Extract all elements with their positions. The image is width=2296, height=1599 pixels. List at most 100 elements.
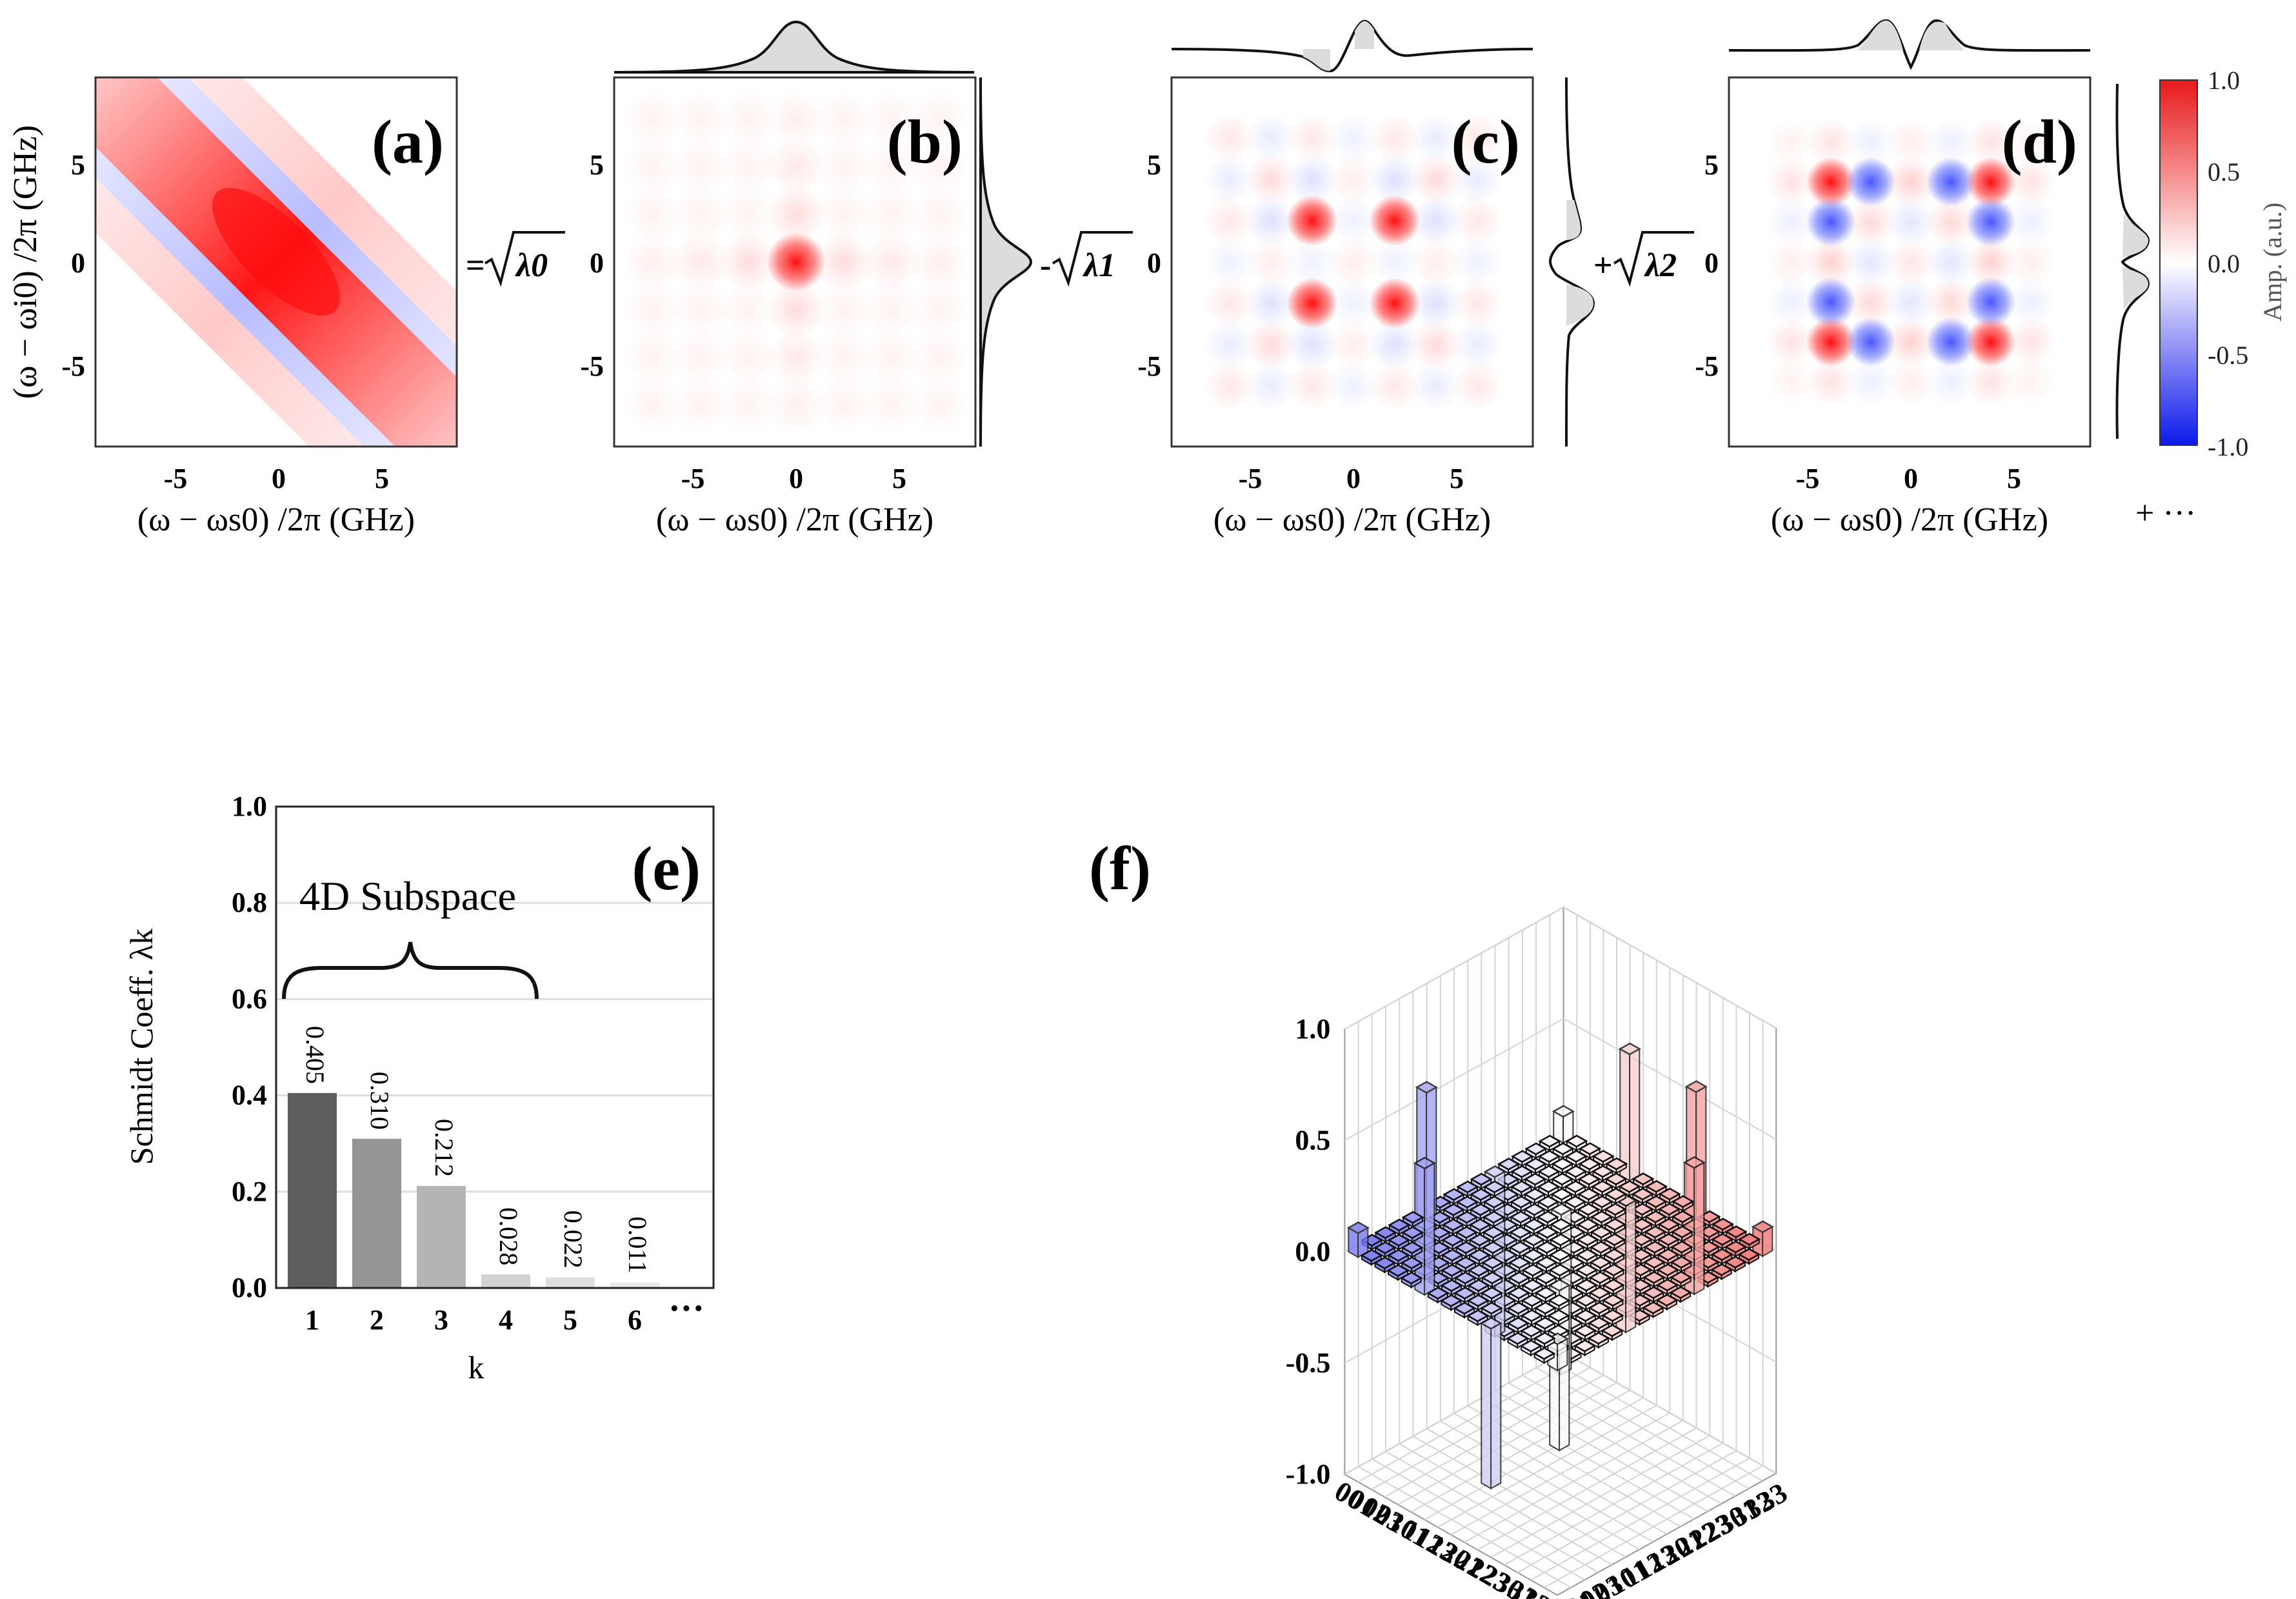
bar — [546, 1277, 595, 1288]
matrix-bar — [1479, 1316, 1502, 1490]
matrix-bar — [1537, 1150, 1561, 1167]
matrix-bar — [1507, 1286, 1530, 1303]
panel-a-ytick: 5 — [71, 149, 85, 181]
panel-b-label: (b) — [887, 107, 963, 176]
z-tick-label: -1.0 — [1286, 1458, 1331, 1490]
matrix-bar — [1506, 1316, 1530, 1334]
panel-e-ellipsis: ··· — [668, 1289, 704, 1329]
sqrt-lambda0-symbol: λ0 — [515, 247, 548, 284]
matrix-bar — [1535, 1256, 1558, 1273]
matrix-bar — [1602, 1278, 1625, 1296]
matrix-bar — [1373, 1256, 1397, 1274]
matrix-bar — [1373, 1241, 1397, 1258]
panel-f-label: (f) — [1089, 834, 1151, 903]
matrix-bar — [1426, 1287, 1450, 1304]
subspace-brace — [282, 941, 539, 1000]
bar-value-label: 0.212 — [430, 1119, 459, 1177]
matrix-bar — [1521, 1278, 1544, 1296]
panel-d-xtick: 0 — [1904, 463, 1918, 494]
matrix-bar — [1601, 1294, 1624, 1311]
sqrt-lambda1-radical — [1052, 231, 1133, 287]
matrix-bar — [1524, 1142, 1548, 1160]
matrix-bar — [1604, 1172, 1628, 1190]
matrix-bar — [1590, 1225, 1613, 1243]
x-tick-label: 4 — [499, 1304, 513, 1336]
panel-a-ylabel: (ω − ωi0) /2π (GHz) — [7, 125, 44, 399]
colorbar-tick: 0.5 — [2208, 157, 2240, 186]
matrix-bar — [1642, 1256, 1666, 1273]
matrix-bar — [1603, 1218, 1626, 1235]
panel-c-xtick: 0 — [1346, 463, 1361, 494]
panel-c-xtick: -5 — [1239, 463, 1263, 494]
bar — [352, 1138, 401, 1288]
z-tick-label: 0.0 — [1295, 1236, 1330, 1267]
matrix-bar — [1466, 1309, 1490, 1327]
matrix-bar — [1565, 1134, 1588, 1152]
panel-a-ytick: -5 — [61, 350, 85, 382]
series-continuation: + ··· — [2135, 495, 2196, 532]
x-tick-label: 5 — [563, 1304, 577, 1336]
matrix-bar — [1374, 1226, 1397, 1243]
bar — [417, 1185, 466, 1288]
matrix-bar — [1360, 1249, 1383, 1266]
matrix-bar — [1439, 1294, 1463, 1311]
heatmap-cell — [910, 89, 969, 148]
matrix-bar — [1509, 1225, 1532, 1243]
matrix-bar — [1550, 1187, 1573, 1205]
matrix-bar — [1346, 1221, 1370, 1258]
colorbar-label: Amp. (a.u.) — [2258, 203, 2287, 321]
bar — [288, 1092, 337, 1288]
y-tick-label: 0.8 — [232, 887, 267, 918]
panel-e-annotation: 4D Subspace — [299, 873, 516, 919]
y-tick-label: 0.6 — [232, 983, 267, 1014]
panel-b: (b) 5 0 -5 -5 0 5 (ω − ωs0) /2π (GHz) — [580, 20, 1033, 538]
matrix-bar — [1467, 1263, 1491, 1281]
panel-c-ytick: -5 — [1137, 350, 1161, 382]
z-tick-label: 0.5 — [1295, 1124, 1330, 1156]
panel-b-xtick: 0 — [789, 463, 803, 494]
panel-b-xlabel: (ω − ωs0) /2π (GHz) — [656, 501, 933, 538]
floor-gridline — [1357, 1359, 1577, 1483]
sqrt-lambda2-symbol: λ2 — [1644, 247, 1677, 284]
matrix-bar — [1506, 1332, 1530, 1349]
matrix-bar — [1521, 1294, 1544, 1311]
matrix-bar — [1618, 1042, 1641, 1182]
matrix-bar — [1602, 1263, 1626, 1281]
matrix-bar — [1483, 1180, 1506, 1198]
panel-d-ytick: 5 — [1704, 149, 1719, 181]
matrix-bar — [1711, 1218, 1735, 1235]
matrix-bar — [1442, 1188, 1466, 1205]
panel-c-label: (c) — [1451, 107, 1520, 176]
panel-e-label: (e) — [632, 834, 701, 903]
matrix-bar — [1519, 1339, 1542, 1357]
panel-d-top-marginal — [1728, 19, 2091, 70]
panel-a: (a) 5 0 -5 -5 0 5 (ω − ωs0) /2π (GHz) (ω… — [7, 76, 458, 538]
panel-d-right-marginal — [2115, 83, 2150, 439]
matrix-bar — [1522, 1248, 1545, 1266]
colorbar-tick: -1.0 — [2208, 432, 2248, 461]
floor-gridline — [1508, 1382, 1722, 1505]
matrix-bar — [1453, 1302, 1476, 1319]
matrix-bar — [1481, 1241, 1504, 1258]
floor-gridline — [1437, 1405, 1657, 1528]
panel-f-3d-bars: 1.00.50.0-0.5-1.0 0000010102020303101011… — [1089, 834, 1793, 1599]
matrix-bar — [1536, 1211, 1559, 1228]
panel-a-ytick: 0 — [71, 247, 85, 279]
floor-gridline — [1481, 1397, 1695, 1520]
matrix-bar — [1468, 1218, 1492, 1236]
matrix-bar — [1577, 1187, 1601, 1205]
panel-c-xtick: 5 — [1450, 463, 1464, 494]
floor-gridline — [1410, 1389, 1631, 1513]
matrix-bar — [1549, 1233, 1572, 1251]
floor-gridline — [1424, 1397, 1644, 1520]
colorbar-gradient — [2159, 79, 2198, 446]
panel-d-ytick: 0 — [1704, 247, 1719, 279]
matrix-bar — [1564, 1150, 1588, 1167]
matrix-bar — [1535, 1271, 1558, 1289]
matrix-bar — [1657, 1218, 1681, 1235]
matrix-bar — [1482, 1211, 1506, 1228]
matrix-bar — [1508, 1271, 1531, 1289]
sqrt-lambda0-radical — [484, 231, 565, 287]
panel-e-bar-chart: 0.0 0.2 0.4 0.6 0.8 1.0 1 2 3 4 5 6 0.405 0.310 0.21… — [123, 790, 715, 1385]
